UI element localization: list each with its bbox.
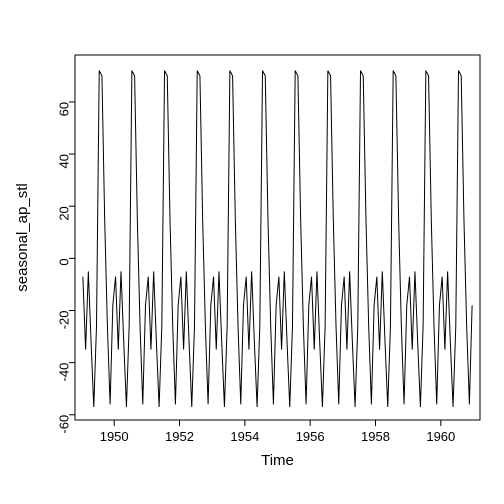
x-tick-label: 1954 bbox=[230, 429, 259, 444]
y-tick-label: 20 bbox=[56, 206, 71, 220]
timeseries-chart: 1950 1952 1954 1956 1958 1960 -60 -40 -20 0 20 40 60… bbox=[0, 0, 504, 504]
y-tick-label: -40 bbox=[56, 363, 71, 382]
y-tick-label: 40 bbox=[56, 154, 71, 168]
x-tick-label: 1958 bbox=[361, 429, 390, 444]
y-tick-label: -60 bbox=[56, 415, 71, 434]
y-tick-label: -20 bbox=[56, 311, 71, 330]
x-tick-label: 1952 bbox=[165, 429, 194, 444]
x-tick-label: 1960 bbox=[426, 429, 455, 444]
chart-svg: 1950 1952 1954 1956 1958 1960 -60 -40 -20 0 20 40 60… bbox=[0, 0, 504, 504]
y-axis-label: seasonal_ap_stl bbox=[14, 183, 31, 291]
x-tick-label: 1956 bbox=[296, 429, 325, 444]
y-tick-label: 60 bbox=[56, 102, 71, 116]
x-tick-label: 1950 bbox=[100, 429, 129, 444]
x-axis-label: Time bbox=[261, 452, 294, 469]
y-tick-label: 0 bbox=[56, 258, 71, 265]
